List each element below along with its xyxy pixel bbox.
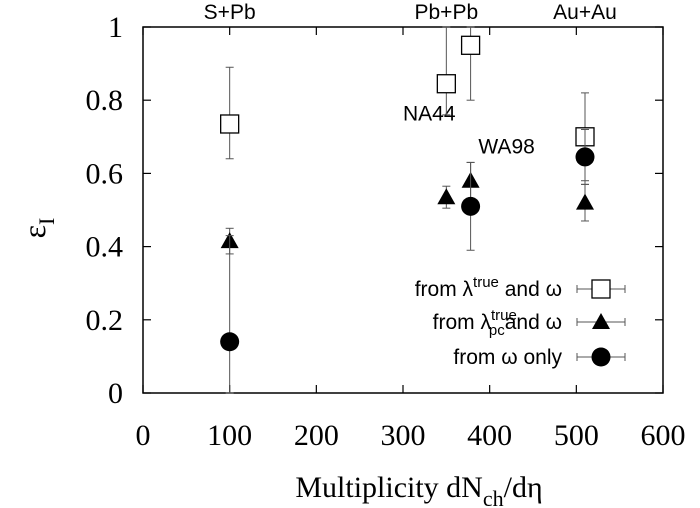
y-tick-label: 0.6 [86,157,124,190]
series-filled-triangle [220,161,594,255]
legend-text: and ω [505,311,562,334]
legend-text: from ω only [453,346,562,369]
data-point [436,74,456,94]
legend-label: from ω only [453,346,562,369]
legend-subscript: pc [489,322,505,339]
legend-text: and ω [499,278,562,301]
collision-system-labels: S+Pb Pb+Pb Au+Au [204,1,617,24]
legend-label: from λtrue and ω [415,274,562,301]
x-axis-label: Multiplicity dNch/dη [295,471,542,508]
x-tick-label: 500 [554,419,599,452]
x-tick-label: 0 [136,419,151,452]
data-point [460,35,481,55]
data-series [220,26,595,394]
y-tick-label: 0 [108,377,123,410]
data-point [437,188,456,205]
x-tick-label: 200 [294,419,339,452]
y-tick-label: 1 [108,11,123,44]
legend-marker [592,313,610,329]
legend-marker [591,347,611,367]
data-point [576,193,594,210]
experiment-annotations: NA44 WA98 [403,102,535,158]
legend-marker [591,279,611,299]
experiment-label: WA98 [478,135,534,158]
x-tick-label: 300 [381,419,426,452]
x-tick-label: 600 [641,419,686,452]
x-tick-label: 400 [467,419,512,452]
experiment-label: NA44 [403,102,456,125]
y-axis-label: εI [16,218,59,239]
collision-label: Au+Au [553,1,617,24]
legend-text: from λ [433,311,492,334]
collision-label: S+Pb [204,1,256,24]
y-tick-label: 0.2 [86,304,124,337]
legend-label: from λtrue pcand ω [433,307,562,339]
x-tick-label: 100 [207,419,252,452]
axis-ticks: 0 100 200 300 400 500 600 0 0.2 0.4 0.6 0.8 1 [86,11,686,452]
legend-superscript: true [473,274,499,291]
legend-text: from λ [415,278,474,301]
data-point [461,196,481,216]
data-point [220,332,240,352]
y-tick-label: 0.4 [86,231,124,264]
y-tick-label: 0.8 [86,84,124,117]
data-point [220,114,240,134]
collision-label: Pb+Pb [415,1,479,24]
legend-superscript: true [491,307,517,324]
data-point [575,147,595,167]
series-filled-circle [220,128,595,394]
